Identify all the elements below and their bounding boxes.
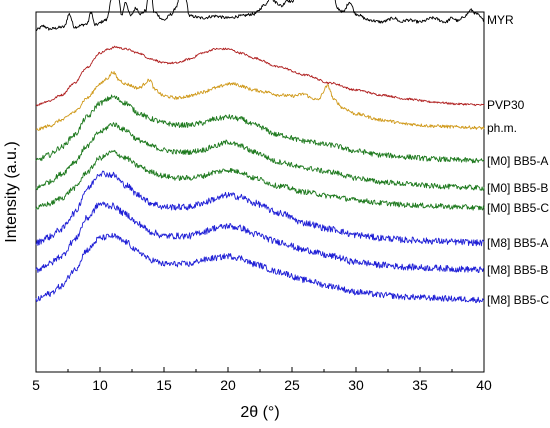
x-tick-label-1: 10 xyxy=(92,377,108,393)
x-tick-label-4: 25 xyxy=(284,377,300,393)
series-line-7 xyxy=(35,201,485,273)
series-label-5: [M0] BB5-C xyxy=(487,201,549,215)
series-line-0 xyxy=(35,0,485,31)
x-tick-label-3: 20 xyxy=(220,377,236,393)
plot-frame xyxy=(35,11,485,373)
series-line-2 xyxy=(35,71,485,131)
series-label-3: [M0] BB5-A xyxy=(487,154,548,168)
series-label-6: [M8] BB5-A xyxy=(487,236,548,250)
series-line-1 xyxy=(35,45,485,107)
y-axis-title: Intensity (a.u.) xyxy=(3,141,20,242)
series-labels: MYR PVP30 ph.m. [M0] BB5-A [M0] BB5-B [M0] BB… xyxy=(487,13,549,307)
series-line-8 xyxy=(35,232,485,304)
series-line-3 xyxy=(35,94,485,164)
series-label-4: [M0] BB5-B xyxy=(487,181,548,195)
x-axis-ticks: 5 10 15 20 25 30 35 40 xyxy=(32,367,492,393)
series-label-8: [M8] BB5-C xyxy=(487,293,549,307)
series-line-5 xyxy=(35,149,485,211)
x-tick-label-0: 5 xyxy=(32,377,40,393)
series-line-6 xyxy=(35,170,485,247)
x-tick-label-2: 15 xyxy=(156,377,172,393)
series-layer xyxy=(35,0,485,304)
series-label-2: ph.m. xyxy=(487,121,517,135)
x-axis-title: 2θ (°) xyxy=(240,404,279,421)
x-tick-label-5: 30 xyxy=(348,377,364,393)
x-tick-label-6: 35 xyxy=(412,377,428,393)
series-label-1: PVP30 xyxy=(487,98,525,112)
x-tick-label-7: 40 xyxy=(476,377,492,393)
series-line-4 xyxy=(35,122,485,191)
series-label-7: [M8] BB5-B xyxy=(487,263,548,277)
series-label-0: MYR xyxy=(487,13,514,27)
